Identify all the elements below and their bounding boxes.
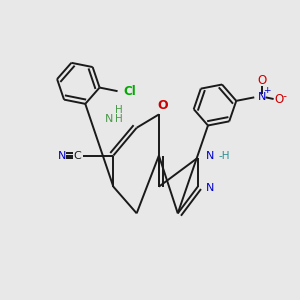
Text: C: C xyxy=(74,151,81,160)
Text: N: N xyxy=(58,151,66,160)
Text: O: O xyxy=(257,74,266,87)
Text: H: H xyxy=(116,114,123,124)
Text: O: O xyxy=(274,92,283,106)
Text: N: N xyxy=(206,151,214,161)
Text: H: H xyxy=(116,105,123,116)
Text: O: O xyxy=(157,99,167,112)
Text: N: N xyxy=(206,183,214,193)
Text: Cl: Cl xyxy=(124,85,136,98)
Text: N: N xyxy=(105,114,113,124)
Text: -H: -H xyxy=(218,151,230,161)
Text: +: + xyxy=(263,86,271,95)
Text: -: - xyxy=(282,91,286,101)
Text: N: N xyxy=(257,92,266,102)
